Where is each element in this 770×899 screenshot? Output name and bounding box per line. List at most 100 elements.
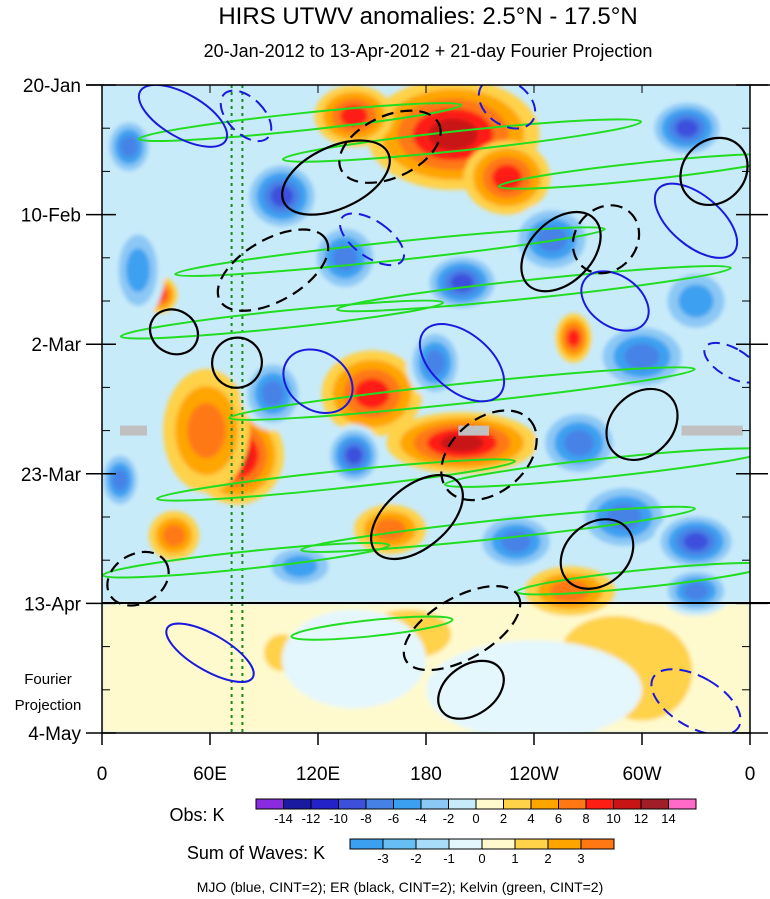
obs-colorbar-tick-label: -6	[388, 811, 400, 826]
obs-colorbar-swatch	[558, 798, 587, 810]
y-tick-label: 2-Mar	[31, 335, 81, 356]
projection-label-line2: Projection	[15, 697, 82, 714]
waves-colorbar-swatch	[382, 838, 417, 850]
waves-colorbar-swatch	[481, 838, 516, 850]
y-tick-label: 20-Jan	[23, 76, 81, 97]
waves-colorbar-tick-label: -3	[377, 851, 389, 866]
obs-colorbar: -14 -12 -10 -8 -6 -4 -2 0 2 4 6 8 10 12 14	[255, 798, 697, 826]
er-contour	[437, 659, 505, 720]
kelvin-contour	[497, 153, 750, 190]
anomaly-blob	[683, 582, 709, 600]
obs-colorbar-swatch	[365, 798, 394, 810]
er-contour	[216, 228, 330, 312]
er-contour	[679, 136, 749, 207]
waves-colorbar-tick-label: 0	[478, 851, 485, 866]
kelvin-contour	[443, 447, 750, 488]
anomaly-blob	[345, 446, 363, 465]
mjo-contour	[165, 622, 255, 683]
x-tick-label: 60E	[193, 764, 227, 785]
obs-colorbar-swatch	[283, 798, 312, 810]
waves-colorbar: -3 -2 -1 0 1 2 3	[349, 838, 615, 866]
er-contour	[440, 409, 538, 502]
waves-colorbar-tick-label: -2	[410, 851, 422, 866]
plot-area	[102, 85, 750, 733]
obs-colorbar-tick-label: 12	[634, 811, 648, 826]
x-tick-label: 0	[745, 764, 756, 785]
anomaly-blob	[563, 430, 595, 456]
projection-label-line1: Fourier	[24, 671, 72, 688]
y-tick-label: 23-Mar	[21, 465, 82, 486]
waves-colorbar-swatch	[415, 838, 450, 850]
er-contour	[106, 550, 170, 607]
er-contour	[370, 473, 464, 561]
missing-data	[120, 425, 743, 436]
mjo-contour	[650, 668, 742, 733]
er-contour	[520, 210, 602, 293]
reference-lines	[230, 85, 244, 733]
mjo-contour	[338, 212, 406, 267]
anomaly-blob	[491, 164, 523, 191]
waves-colorbar-tick-label: 1	[511, 851, 518, 866]
anomaly-blob	[536, 226, 568, 253]
obs-colorbar-swatch	[338, 798, 367, 810]
anomaly-blob	[261, 380, 285, 407]
anomaly-blob	[282, 555, 318, 578]
anomaly-blob	[606, 504, 642, 530]
anomaly-blob	[112, 469, 128, 491]
obs-colorbar-swatch	[420, 798, 449, 810]
mjo-contour	[580, 270, 650, 332]
er-contour	[281, 139, 391, 216]
anomaly-blob	[624, 343, 660, 370]
kelvin-contour	[336, 265, 732, 313]
waves-colorbar-swatch	[580, 838, 615, 850]
obs-colorbar-tick-label: 10	[606, 811, 620, 826]
anomaly-blob	[440, 434, 484, 452]
waves-colorbar-swatch	[349, 838, 384, 850]
anomaly-blob	[678, 284, 714, 318]
mjo-contour	[703, 341, 750, 384]
obs-colorbar-swatch	[503, 798, 532, 810]
chart-subtitle: 20-Jan-2012 to 13-Apr-2012 + 21-day Four…	[204, 41, 653, 61]
kelvin-contour	[281, 118, 643, 163]
anomaly-blob	[340, 105, 368, 127]
kelvin-contour	[300, 505, 696, 553]
anomaly-blob	[126, 248, 150, 293]
x-tick-label: 0	[97, 764, 108, 785]
x-tick-label: 120E	[296, 764, 340, 785]
obs-colorbar-tick-label: -4	[415, 811, 427, 826]
kelvin-contour	[119, 299, 445, 340]
er-contour	[211, 336, 263, 389]
obs-colorbar-tick-label: 14	[661, 811, 675, 826]
y-tick-label: 10-Feb	[21, 206, 81, 227]
obs-colorbar-swatch	[475, 798, 504, 810]
anomaly-blob	[550, 580, 590, 603]
anomaly-blob	[424, 349, 446, 376]
kelvin-contour	[137, 102, 463, 143]
missing-data-segment	[458, 425, 489, 436]
projection-blob	[426, 640, 642, 733]
kelvin-contour	[290, 615, 454, 641]
kelvin-contour	[174, 226, 606, 278]
er-contour	[605, 387, 679, 462]
obs-colorbar-tick-label: 4	[527, 811, 534, 826]
waves-colorbar-tick-label: 3	[577, 851, 584, 866]
waves-colorbar-swatch	[514, 838, 549, 850]
anomaly-blob	[120, 135, 138, 158]
obs-colorbar-swatch	[613, 798, 642, 810]
mjo-contour	[282, 348, 354, 414]
waves-colorbar-label: Sum of Waves: K	[187, 843, 325, 863]
er-contour	[559, 518, 635, 590]
kelvin-contour	[102, 541, 391, 579]
mjo-contour	[219, 89, 273, 143]
y-tick-label: 4-May	[28, 724, 81, 745]
obs-colorbar-tick-label: -10	[329, 811, 348, 826]
obs-colorbar-swatch	[255, 798, 284, 810]
obs-colorbar-tick-label: -14	[274, 811, 293, 826]
obs-colorbar-tick-label: -2	[443, 811, 455, 826]
obs-colorbar-swatch	[530, 798, 559, 810]
mjo-contour	[418, 323, 506, 403]
x-tick-label: 60W	[622, 764, 661, 785]
waves-colorbar-swatch	[547, 838, 582, 850]
y-tick-label: 13-Apr	[24, 594, 82, 615]
